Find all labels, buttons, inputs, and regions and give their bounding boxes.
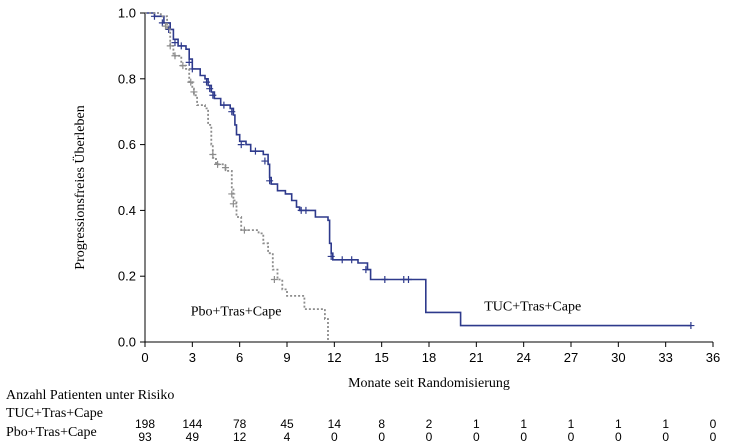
censor-mark-pbo bbox=[270, 275, 278, 283]
censor-mark-tuc bbox=[150, 12, 158, 20]
censor-mark-tuc bbox=[261, 157, 269, 165]
risk-value-pbo: 0 bbox=[520, 430, 527, 444]
censor-mark-tuc bbox=[209, 91, 217, 99]
y-tick-label: 1.0 bbox=[118, 6, 136, 21]
risk-value-pbo: 0 bbox=[426, 430, 433, 444]
censor-mark-tuc bbox=[185, 58, 193, 66]
y-axis-title: Progressionsfreies Überleben bbox=[71, 105, 88, 269]
risk-value-tuc: 2 bbox=[426, 417, 433, 431]
x-tick-label: 15 bbox=[374, 350, 388, 365]
y-tick-label: 0.8 bbox=[118, 71, 136, 86]
risk-value-pbo: 0 bbox=[378, 430, 385, 444]
risk-value-tuc: 1 bbox=[520, 417, 527, 431]
censor-mark-pbo bbox=[221, 164, 229, 172]
curves bbox=[145, 12, 695, 342]
censor-mark-tuc bbox=[302, 206, 310, 214]
risk-row-label-pbo: Pbo+Tras+Cape bbox=[6, 425, 97, 440]
x-tick-label: 24 bbox=[516, 350, 530, 365]
series-label-tuc: TUC+Tras+Cape bbox=[484, 300, 581, 315]
risk-value-tuc: 45 bbox=[280, 417, 294, 431]
risk-row-label-tuc: TUC+Tras+Cape bbox=[6, 406, 103, 421]
censor-mark-tuc bbox=[237, 141, 245, 149]
x-tick-label: 9 bbox=[283, 350, 290, 365]
x-tick-label: 27 bbox=[564, 350, 578, 365]
x-tick-label: 0 bbox=[141, 350, 148, 365]
censor-mark-tuc bbox=[327, 252, 335, 260]
axes: 0.00.20.40.60.81.00 3 6 9 12 15 18 21 24 27 30 33 36… bbox=[71, 6, 720, 392]
censor-mark-tuc bbox=[362, 266, 370, 274]
x-tick-label: 18 bbox=[422, 350, 436, 365]
risk-value-pbo: 0 bbox=[473, 430, 480, 444]
censor-mark-tuc bbox=[171, 39, 179, 47]
censor-mark-pbo bbox=[171, 52, 179, 60]
censor-mark-tuc bbox=[381, 275, 389, 283]
censor-mark-pbo bbox=[228, 190, 236, 198]
censor-mark-pbo bbox=[166, 42, 174, 50]
risk-value-tuc: 198 bbox=[135, 417, 155, 431]
censor-mark-pbo bbox=[187, 78, 195, 86]
censor-mark-tuc bbox=[228, 108, 236, 116]
censor-mark-pbo bbox=[229, 200, 237, 208]
risk-table-header: Anzahl Patienten unter Risiko bbox=[6, 388, 175, 403]
km-curve-tuc bbox=[145, 12, 691, 327]
censor-mark-pbo bbox=[179, 62, 187, 70]
censor-mark-tuc bbox=[177, 42, 185, 50]
risk-value-tuc: 14 bbox=[328, 417, 342, 431]
risk-value-pbo: 0 bbox=[568, 430, 575, 444]
km-curve-pbo bbox=[145, 12, 329, 342]
censor-mark-tuc bbox=[206, 85, 214, 93]
risk-value-pbo: 0 bbox=[331, 430, 338, 444]
x-tick-label: 21 bbox=[469, 350, 483, 365]
x-tick-label: 36 bbox=[706, 350, 720, 365]
censor-mark-tuc bbox=[158, 19, 166, 27]
risk-value-pbo: 0 bbox=[662, 430, 669, 444]
risk-value-pbo: 93 bbox=[138, 430, 152, 444]
x-tick-label: 30 bbox=[611, 350, 625, 365]
censor-mark-pbo bbox=[214, 160, 222, 168]
x-tick-label: 6 bbox=[236, 350, 243, 365]
censor-mark-tuc bbox=[220, 101, 228, 109]
censor-mark-tuc bbox=[266, 177, 274, 185]
risk-value-pbo: 12 bbox=[233, 430, 247, 444]
risk-value-tuc: 1 bbox=[662, 417, 669, 431]
risk-value-tuc: 1 bbox=[568, 417, 575, 431]
x-axis-title: Monate seit Randomisierung bbox=[348, 376, 510, 391]
censor-mark-tuc bbox=[251, 147, 259, 155]
censor-mark-pbo bbox=[190, 88, 198, 96]
risk-value-tuc: 0 bbox=[710, 417, 717, 431]
risk-value-pbo: 49 bbox=[186, 430, 200, 444]
risk-value-pbo: 0 bbox=[615, 430, 622, 444]
censor-mark-tuc bbox=[687, 322, 695, 330]
risk-value-pbo: 0 bbox=[710, 430, 717, 444]
y-tick-label: 0.0 bbox=[118, 335, 136, 350]
series-labels: TUC+Tras+Cape Pbo+Tras+Cape bbox=[191, 300, 581, 320]
risk-value-tuc: 1 bbox=[473, 417, 480, 431]
risk-value-pbo: 4 bbox=[284, 430, 291, 444]
censor-mark-tuc bbox=[348, 256, 356, 264]
x-tick-label: 3 bbox=[189, 350, 196, 365]
risk-value-tuc: 1 bbox=[615, 417, 622, 431]
censor-mark-tuc bbox=[338, 256, 346, 264]
risk-value-tuc: 8 bbox=[378, 417, 385, 431]
censor-mark-tuc bbox=[404, 275, 412, 283]
y-tick-label: 0.4 bbox=[118, 203, 136, 218]
series-label-pbo: Pbo+Tras+Cape bbox=[191, 305, 282, 320]
risk-value-tuc: 144 bbox=[182, 417, 202, 431]
censor-mark-pbo bbox=[240, 226, 248, 234]
y-tick-label: 0.2 bbox=[118, 269, 136, 284]
censor-mark-pbo bbox=[162, 22, 170, 30]
y-tick-label: 0.6 bbox=[118, 137, 136, 152]
censor-mark-pbo bbox=[209, 150, 217, 158]
x-tick-label: 12 bbox=[327, 350, 341, 365]
risk-value-tuc: 78 bbox=[233, 417, 247, 431]
x-tick-label: 33 bbox=[658, 350, 672, 365]
censor-mark-tuc bbox=[203, 78, 211, 86]
